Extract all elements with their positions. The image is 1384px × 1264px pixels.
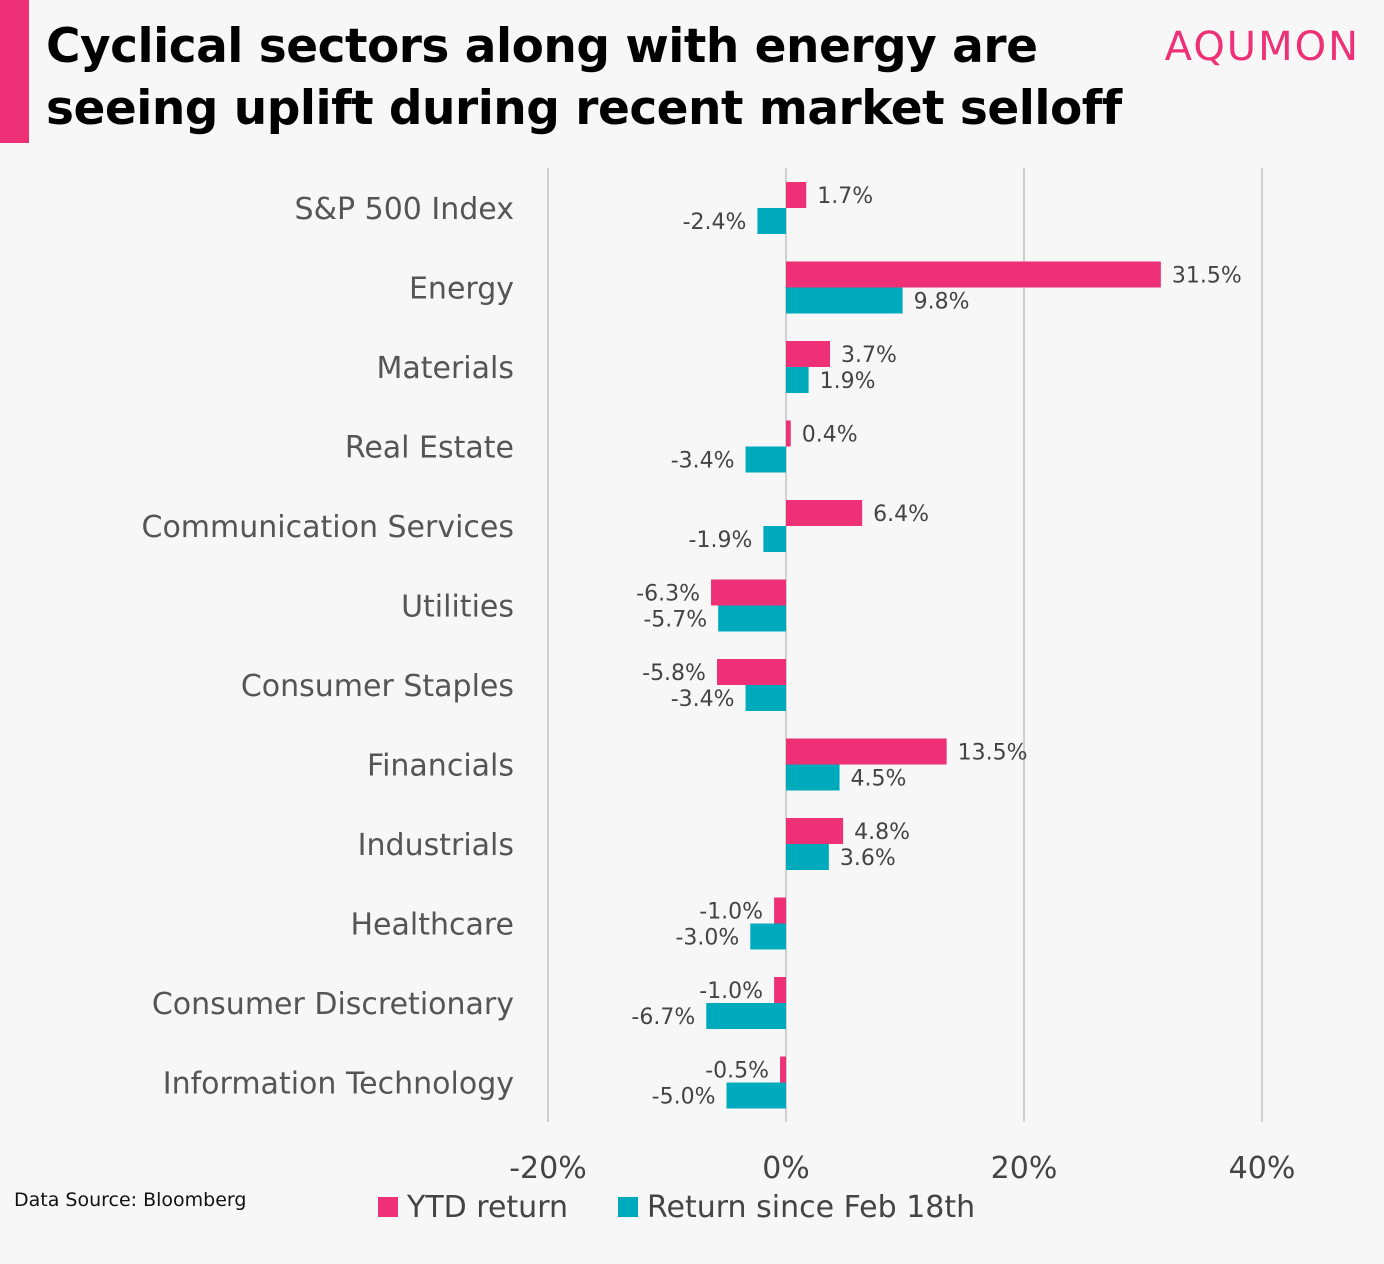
chart-legend: YTD return Return since Feb 18th xyxy=(378,1187,975,1227)
data-label-since-feb: -3.4% xyxy=(671,449,735,474)
chart-title-line-2: seeing uplift during recent market sello… xyxy=(46,81,1122,136)
legend-item-ytd: YTD return xyxy=(378,1190,568,1225)
x-tick-label: -20% xyxy=(509,1151,587,1186)
bar-ytd xyxy=(716,659,786,685)
bar-since-feb xyxy=(726,1082,786,1109)
data-label-since-feb: -6.7% xyxy=(631,1005,695,1030)
data-label-since-feb: -3.0% xyxy=(675,926,739,951)
bar-ytd xyxy=(786,738,947,765)
data-label-ytd: 1.7% xyxy=(817,184,873,209)
data-label-ytd: 0.4% xyxy=(802,423,858,448)
category-label: Consumer Staples xyxy=(241,669,514,704)
brand-logo: AQUMON xyxy=(1164,24,1360,70)
bar-since-feb xyxy=(745,685,786,711)
category-label: S&P 500 Index xyxy=(295,192,514,227)
data-label-ytd: -1.0% xyxy=(699,900,763,925)
bar-ytd xyxy=(774,977,786,1003)
data-label-ytd: 13.5% xyxy=(958,741,1028,766)
bar-ytd xyxy=(711,579,786,606)
bar-ytd xyxy=(786,261,1161,288)
bar-ytd xyxy=(786,818,844,844)
category-label: Information Technology xyxy=(163,1067,514,1102)
data-label-ytd: 6.4% xyxy=(873,502,929,527)
data-source-note: Data Source: Bloomberg xyxy=(14,1189,247,1211)
data-label-since-feb: -1.9% xyxy=(689,528,753,553)
bar-ytd xyxy=(786,500,863,526)
bar-since-feb xyxy=(786,844,829,870)
data-label-ytd: 4.8% xyxy=(854,820,910,845)
bar-since-feb xyxy=(763,526,786,552)
category-label: Materials xyxy=(376,351,514,386)
data-label-since-feb: -5.7% xyxy=(643,608,707,633)
data-label-ytd: 3.7% xyxy=(841,343,897,368)
bar-ytd xyxy=(780,1056,786,1083)
legend-swatch-since-feb xyxy=(618,1197,639,1217)
data-label-since-feb: -2.4% xyxy=(683,210,747,235)
data-label-ytd: -5.8% xyxy=(642,661,706,686)
category-label: Utilities xyxy=(401,590,514,625)
data-label-since-feb: -3.4% xyxy=(671,687,735,712)
x-tick-label: 40% xyxy=(1229,1151,1296,1186)
legend-item-since-feb: Return since Feb 18th xyxy=(618,1190,975,1225)
bar-ytd xyxy=(774,897,786,924)
title-accent-bar xyxy=(0,0,29,143)
x-tick-label: 0% xyxy=(762,1151,810,1186)
category-label: Financials xyxy=(367,749,514,784)
bar-since-feb xyxy=(757,208,786,234)
legend-label-ytd: YTD return xyxy=(407,1189,569,1225)
category-label: Healthcare xyxy=(350,908,514,943)
bar-ytd xyxy=(786,182,807,208)
data-label-since-feb: 4.5% xyxy=(851,767,907,792)
bar-since-feb xyxy=(786,764,840,791)
data-label-ytd: 31.5% xyxy=(1172,264,1242,289)
legend-swatch-ytd xyxy=(378,1197,398,1217)
data-label-since-feb: 1.9% xyxy=(820,369,876,394)
bar-since-feb xyxy=(750,923,786,950)
category-label: Consumer Discretionary xyxy=(152,987,514,1022)
data-label-ytd: -6.3% xyxy=(636,582,700,607)
bar-ytd xyxy=(786,420,791,447)
bar-since-feb xyxy=(786,287,903,314)
bar-ytd xyxy=(786,341,831,367)
category-label: Energy xyxy=(409,272,514,307)
category-label: Communication Services xyxy=(142,510,515,545)
data-label-since-feb: 3.6% xyxy=(840,846,896,871)
data-label-since-feb: 9.8% xyxy=(914,290,970,315)
category-label: Industrials xyxy=(358,828,514,863)
chart-title-line-1: Cyclical sectors along with energy are xyxy=(46,19,1038,74)
data-label-since-feb: -5.0% xyxy=(652,1085,716,1110)
chart-title: Cyclical sectors along with energy are s… xyxy=(46,16,1126,140)
legend-label-since-feb: Return since Feb 18th xyxy=(647,1189,976,1225)
bar-since-feb xyxy=(718,605,786,632)
data-label-ytd: -0.5% xyxy=(705,1059,769,1084)
data-label-ytd: -1.0% xyxy=(699,979,763,1004)
bar-since-feb xyxy=(786,367,809,393)
x-tick-label: 20% xyxy=(991,1151,1058,1186)
category-label: Real Estate xyxy=(345,431,514,466)
bar-since-feb xyxy=(745,446,786,473)
bar-since-feb xyxy=(706,1003,786,1029)
